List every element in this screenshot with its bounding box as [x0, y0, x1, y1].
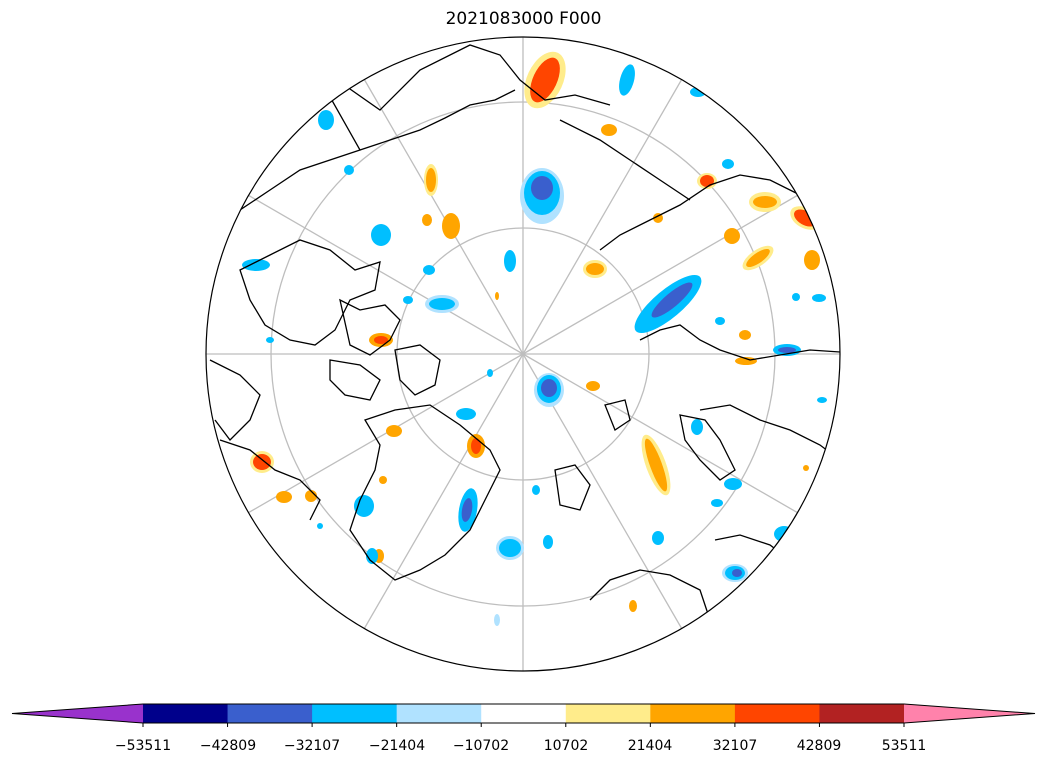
colorbar-tick-label: −10702	[453, 738, 509, 754]
colorbar-tick-label: 21404	[628, 738, 673, 754]
field-contours	[242, 51, 827, 626]
graticule	[206, 37, 840, 671]
colorbar-segment	[734, 704, 820, 723]
colorbar-segment	[650, 704, 736, 723]
colorbar-labels: −53511 −42809 −32107 −21404 −10702 10702…	[115, 738, 926, 754]
colorbar-segment	[819, 704, 905, 723]
colorbar-ticks	[142, 723, 905, 727]
colorbar-segment	[565, 704, 651, 723]
colorbar-segment	[312, 704, 398, 723]
colorbar-segment	[143, 704, 229, 723]
colorbar-segment	[227, 704, 313, 723]
colorbar-extend-max	[904, 704, 1035, 723]
colorbar-tick-label: 42809	[797, 738, 842, 754]
colorbar-tick-label: −32107	[284, 738, 340, 754]
colorbar-tick-label: −42809	[200, 738, 256, 754]
colorbar-tick-label: 53511	[882, 738, 927, 754]
map-boundary	[205, 36, 841, 672]
colorbar-segment	[481, 704, 567, 723]
colorbar-segments	[11, 703, 1036, 724]
colorbar-extend-min	[12, 704, 143, 723]
map-title: 2021083000 F000	[445, 9, 602, 29]
colorbar-tick-label: −21404	[369, 738, 425, 754]
colorbar-tick-label: −53511	[115, 738, 171, 754]
polar-map	[205, 36, 841, 672]
colorbar-segment	[396, 704, 482, 723]
colorbar-tick-label: 32107	[713, 738, 758, 754]
colorbar-tick-label: 10702	[544, 738, 589, 754]
